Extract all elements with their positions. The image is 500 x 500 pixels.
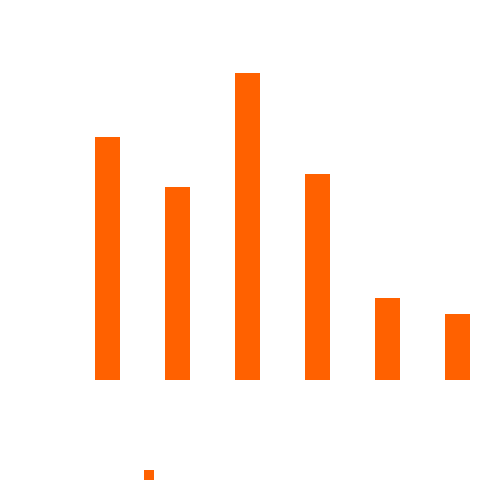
legend <box>144 470 154 480</box>
legend-swatch <box>144 470 154 480</box>
bar-3 <box>235 73 260 380</box>
bar-2 <box>165 187 190 380</box>
bar-1 <box>95 137 120 380</box>
bars-group <box>95 73 470 380</box>
bar-5 <box>375 298 400 380</box>
bar-4 <box>305 174 330 380</box>
bar-6 <box>445 314 470 380</box>
